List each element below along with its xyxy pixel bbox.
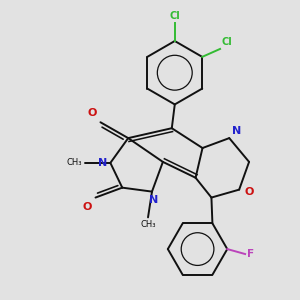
Text: CH₃: CH₃: [66, 158, 82, 167]
Text: Cl: Cl: [221, 37, 232, 47]
Text: N: N: [149, 195, 159, 205]
Text: Cl: Cl: [169, 11, 180, 21]
Text: F: F: [247, 249, 254, 259]
Text: O: O: [87, 108, 97, 118]
Text: O: O: [82, 202, 92, 212]
Text: N: N: [232, 126, 242, 136]
Text: N: N: [98, 158, 107, 168]
Text: CH₃: CH₃: [140, 220, 156, 229]
Text: O: O: [244, 187, 254, 196]
